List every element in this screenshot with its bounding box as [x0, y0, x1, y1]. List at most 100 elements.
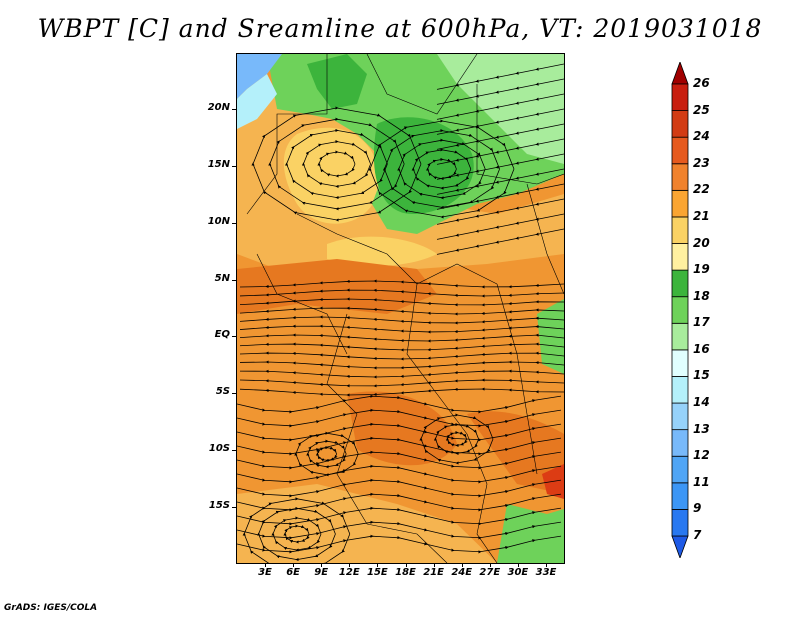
- colorbar-swatch: [671, 163, 689, 191]
- lat-tick-label: EQ: [214, 329, 230, 341]
- colorbar-label: 16: [693, 341, 710, 356]
- colorbar-label: 17: [693, 315, 710, 330]
- colorbar-high-triangle: [671, 62, 689, 85]
- colorbar-swatch: [671, 455, 689, 484]
- lon-tick: [517, 563, 519, 567]
- lon-tick-label: 21E: [423, 567, 444, 578]
- lon-tick-label: 27E: [479, 567, 501, 578]
- lon-tick: [433, 563, 435, 567]
- lat-tick: [232, 393, 236, 395]
- lon-tick: [349, 563, 351, 567]
- colorbar-label: 25: [693, 102, 710, 117]
- lat-tick-label: 10S: [208, 443, 230, 455]
- streamline: [237, 534, 562, 554]
- lat-tick: [232, 222, 236, 224]
- lon-tick-label: 6E: [286, 567, 300, 578]
- lat-tick-label: 20N: [207, 102, 230, 113]
- colorbar-label: 12: [693, 448, 710, 463]
- wbpt-field-green-dark: [307, 54, 367, 109]
- colorbar-swatch: [671, 402, 689, 431]
- lat-tick-label: 15S: [208, 500, 230, 511]
- streamline: [239, 315, 564, 325]
- streamline: [239, 351, 564, 361]
- footer-credit: GrADS: IGES/COLA: [4, 603, 98, 613]
- lon-tick: [293, 563, 295, 567]
- colorbar-label: 7: [693, 528, 702, 542]
- colorbar-label: 11: [693, 474, 710, 489]
- streamlines: [237, 63, 564, 563]
- streamline: [239, 333, 564, 343]
- map-panel: [236, 53, 565, 564]
- lon-tick-label: 12E: [338, 567, 360, 578]
- colorbar-swatch: [671, 189, 689, 218]
- colorbar-label: 22: [693, 182, 710, 197]
- lon-tick-label: 33E: [535, 567, 557, 578]
- lon-tick-label: 30E: [507, 567, 529, 578]
- streamline: [239, 369, 564, 379]
- lon-tick-label: 3E: [258, 567, 272, 578]
- colorbar-label: 18: [693, 288, 710, 303]
- lon-tick: [489, 563, 491, 567]
- wbpt-field-blue-corner: [237, 54, 282, 99]
- lat-tick-label: 10N: [207, 215, 230, 227]
- streamline: [239, 360, 564, 370]
- colorbar-label: 13: [693, 421, 710, 436]
- colorbar-swatch: [671, 269, 689, 298]
- lat-tick-label: 15N: [207, 158, 230, 170]
- colorbar-label: 14: [693, 395, 710, 410]
- lat-tick-label: 5N: [214, 272, 230, 284]
- lon-tick-label: 15E: [367, 567, 388, 578]
- lat-tick: [232, 279, 236, 281]
- colorbar-swatch: [671, 296, 689, 324]
- wbpt-streamline-map: [237, 54, 564, 563]
- colorbar-label: 19: [693, 262, 710, 277]
- streamline: [239, 306, 564, 316]
- colorbar-label: 20: [693, 235, 710, 250]
- colorbar-low-triangle: [671, 535, 689, 558]
- lon-tick: [461, 563, 463, 567]
- lon-tick-label: 18E: [395, 567, 416, 578]
- colorbar-swatch: [671, 509, 689, 537]
- lat-tick: [232, 165, 236, 167]
- colorbar-swatch: [671, 349, 689, 377]
- colorbar-swatch: [671, 429, 689, 457]
- streamline: [239, 288, 564, 298]
- colorbar-label: 15: [693, 368, 710, 383]
- colorbar-label: 24: [693, 129, 710, 144]
- lon-tick: [377, 563, 379, 567]
- colorbar-swatch: [671, 83, 689, 111]
- colorbar: [671, 62, 689, 558]
- wbpt-field-lightblue: [237, 74, 277, 129]
- lon-tick: [405, 563, 407, 567]
- streamline: [239, 378, 564, 388]
- colorbar-label: 9: [693, 501, 702, 516]
- streamline: [436, 228, 564, 255]
- lon-tick: [265, 563, 266, 567]
- colorbar-label: 23: [693, 155, 710, 170]
- colorbar-swatch: [671, 216, 689, 244]
- lat-tick: [232, 450, 236, 452]
- lon-tick-label: 24E: [451, 567, 473, 578]
- map-title: WBPT [C] and Sreamline at 600hPa, VT: 20…: [37, 14, 763, 43]
- lat-tick: [232, 336, 236, 338]
- streamline: [239, 342, 564, 352]
- lat-tick: [232, 109, 236, 110]
- colorbar-swatch: [671, 136, 689, 165]
- streamline: [239, 324, 564, 334]
- lon-tick: [321, 563, 323, 567]
- colorbar-label: 26: [693, 76, 710, 90]
- wbpt-field-yellow-patch: [327, 236, 437, 266]
- lat-tick-label: 5S: [215, 386, 230, 398]
- colorbar-swatch: [671, 322, 689, 351]
- colorbar-swatch: [671, 376, 689, 404]
- colorbar-swatch: [671, 110, 689, 138]
- colorbar-swatch: [671, 243, 689, 271]
- streamline: [239, 387, 564, 397]
- lon-tick-label: 9E: [314, 567, 329, 578]
- colorbar-label: 21: [693, 208, 710, 223]
- lat-tick: [232, 507, 236, 508]
- lon-tick: [546, 563, 547, 567]
- streamline: [239, 297, 564, 307]
- colorbar-swatch: [671, 482, 689, 510]
- streamline: [239, 279, 564, 289]
